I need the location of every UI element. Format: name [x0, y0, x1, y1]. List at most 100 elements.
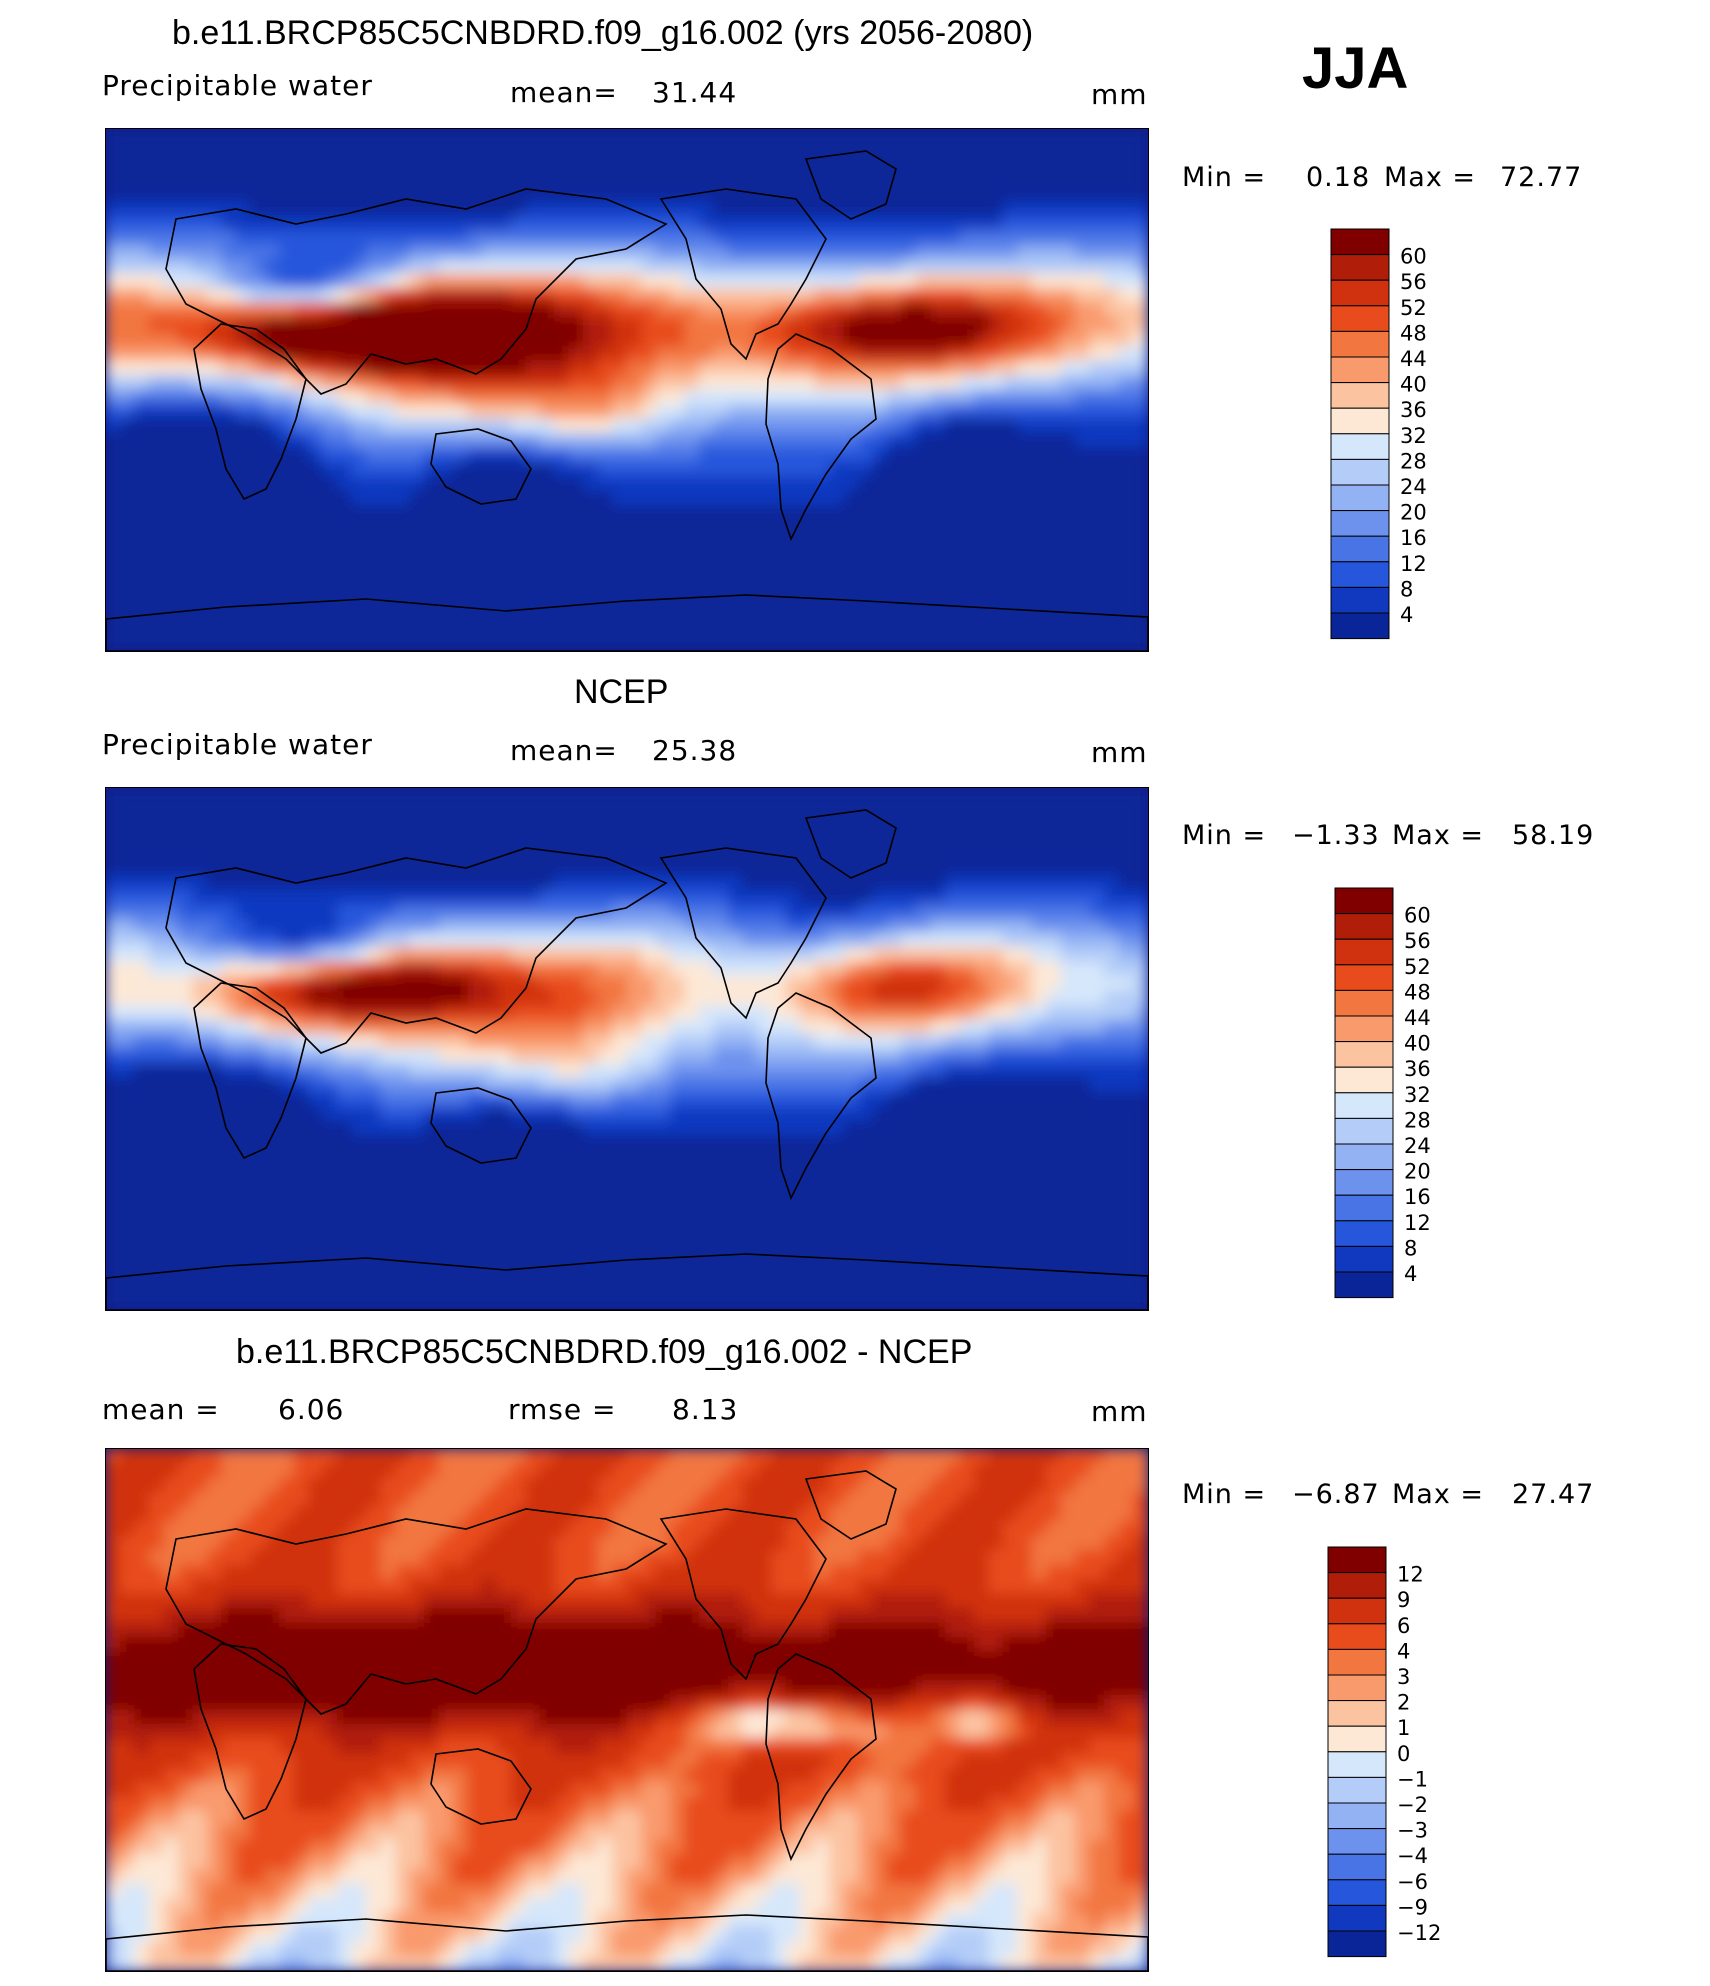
colorbar-tick-label: −12 [1397, 1921, 1441, 1945]
colorbar-swatch [1334, 938, 1394, 966]
colorbar-tick-label: 2 [1397, 1691, 1410, 1715]
coastline [165, 188, 668, 395]
colorbar-swatch [1330, 305, 1390, 332]
colorbar-swatch [1327, 1725, 1387, 1753]
panel2-max-label: Max = [1392, 820, 1485, 851]
coastline [106, 1914, 1148, 1971]
colorbar-tick-label: 24 [1400, 475, 1427, 499]
colorbar-tick-label: 0 [1397, 1742, 1410, 1766]
colorbar-swatch [1334, 1220, 1394, 1247]
colorbar-tick-label: −2 [1397, 1793, 1428, 1817]
coastline [193, 1643, 307, 1821]
colorbar-swatch [1334, 1169, 1394, 1196]
colorbar-tick-label: −6 [1397, 1870, 1428, 1894]
panel3-max-value: 27.47 [1512, 1479, 1595, 1510]
coastline [106, 1253, 1148, 1310]
colorbar-tick-label: 16 [1404, 1185, 1431, 1209]
colorbar-swatch [1330, 330, 1390, 358]
colorbar-tick-label: 8 [1404, 1236, 1417, 1260]
colorbar-tick-label: 32 [1404, 1083, 1431, 1107]
colorbar-swatch [1334, 1015, 1394, 1043]
colorbar-tick-label: 20 [1404, 1160, 1431, 1184]
panel1-variable: Precipitable water [102, 69, 373, 102]
colorbar-tick-label: 60 [1400, 245, 1427, 269]
colorbar-tick-label: 48 [1400, 321, 1427, 345]
panel2-max-value: 58.19 [1512, 820, 1595, 851]
colorbar-tick-label: 28 [1400, 449, 1427, 473]
colorbar-swatch [1334, 1143, 1394, 1171]
colorbar-swatch [1327, 1751, 1387, 1778]
coastline [165, 847, 668, 1054]
coastline [659, 1508, 827, 1681]
panel1-max-value: 72.77 [1500, 162, 1583, 193]
colorbar-swatch [1330, 254, 1390, 281]
colorbar-tick-label: 24 [1404, 1134, 1431, 1158]
colorbar-tick-label: 44 [1404, 1006, 1431, 1030]
panel3-mean-label: mean = [102, 1393, 220, 1426]
colorbar-swatch [1330, 228, 1390, 256]
panel2-map [105, 787, 1149, 1311]
colorbar-tick-label: 56 [1400, 270, 1427, 294]
panel1-min-value: 0.18 [1306, 162, 1371, 193]
colorbar-tick-label: 20 [1400, 501, 1427, 525]
colorbar-tick-label: 9 [1397, 1588, 1410, 1612]
colorbar-swatch [1327, 1597, 1387, 1625]
panel2-min-label: Min = [1182, 820, 1267, 851]
colorbar-tick-label: 4 [1400, 603, 1413, 627]
colorbar-swatch [1327, 1879, 1387, 1906]
panel2-title: NCEP [574, 673, 669, 711]
colorbar-swatch [1327, 1930, 1387, 1958]
colorbar-swatch [1330, 612, 1390, 640]
colorbar-tick-label: 8 [1400, 577, 1413, 601]
colorbar-tick-label: −1 [1397, 1767, 1428, 1791]
colorbar-swatch [1334, 887, 1394, 915]
colorbar-swatch [1334, 1041, 1394, 1068]
panel3-mean-value: 6.06 [278, 1393, 345, 1426]
panel1-map [105, 128, 1149, 652]
colorbar-swatch [1327, 1802, 1387, 1830]
colorbar-swatch [1330, 458, 1390, 486]
panel3-colorbar: 12 9 6 4 3 2 1 0 −1 −2 −3 −4 −6 −9 −12 [1327, 1546, 1457, 1958]
colorbar-swatch [1330, 279, 1390, 307]
colorbar-swatch [1330, 510, 1390, 537]
colorbar-tick-label: −3 [1397, 1819, 1428, 1843]
colorbar-tick-label: 48 [1404, 980, 1431, 1004]
panel1-min-label: Min = [1182, 162, 1267, 193]
colorbar-swatch [1330, 561, 1390, 588]
colorbar-tick-label: 4 [1404, 1262, 1417, 1286]
colorbar-swatch [1334, 964, 1394, 991]
colorbar-swatch [1334, 913, 1394, 940]
colorbar-swatch [1334, 1271, 1394, 1299]
colorbar-tick-label: 60 [1404, 904, 1431, 928]
colorbar-swatch [1330, 356, 1390, 384]
colorbar-tick-label: 44 [1400, 347, 1427, 371]
season-label: JJA [1302, 36, 1409, 101]
colorbar-swatch [1327, 1623, 1387, 1650]
colorbar-swatch [1334, 1245, 1394, 1273]
panel1-mean-value: 31.44 [652, 76, 738, 109]
colorbar-swatch [1330, 407, 1390, 435]
panel3-rmse-value: 8.13 [672, 1393, 739, 1426]
colorbar-swatch [1334, 1092, 1394, 1119]
panel3-max-label: Max = [1392, 1479, 1485, 1510]
colorbar-swatch [1327, 1904, 1387, 1932]
colorbar-tick-label: 40 [1404, 1032, 1431, 1056]
panel3-map [105, 1448, 1149, 1972]
colorbar-swatch [1334, 989, 1394, 1017]
coastline [430, 1087, 532, 1164]
panel1-title: b.e11.BRCP85C5CNBDRD.f09_g16.002 (yrs 20… [172, 14, 1034, 52]
panel3-min-value: −6.87 [1292, 1479, 1380, 1510]
colorbar-tick-label: 28 [1404, 1108, 1431, 1132]
colorbar-tick-label: 16 [1400, 526, 1427, 550]
colorbar-tick-label: 36 [1404, 1057, 1431, 1081]
panel3-min-label: Min = [1182, 1479, 1267, 1510]
colorbar-swatch [1327, 1776, 1387, 1804]
colorbar-swatch [1330, 535, 1390, 563]
colorbar-tick-label: 1 [1397, 1716, 1410, 1740]
panel1-max-label: Max = [1384, 162, 1477, 193]
panel1-units: mm [1091, 78, 1148, 111]
coastline [430, 428, 532, 505]
colorbar-swatch [1334, 1194, 1394, 1222]
colorbar-tick-label: 12 [1400, 552, 1427, 576]
panel2-units: mm [1091, 736, 1148, 769]
